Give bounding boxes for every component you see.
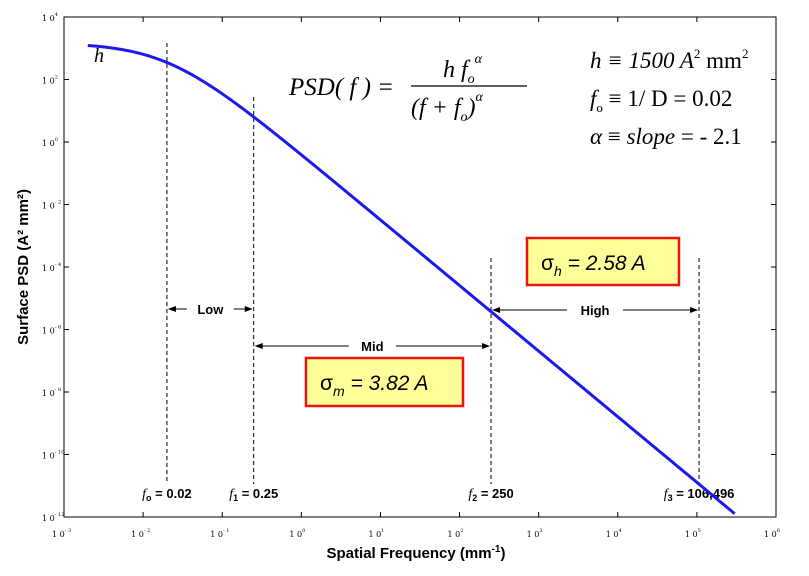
band-arrow-right-2 (690, 307, 699, 313)
band-arrow-left-0 (167, 306, 176, 312)
sigma-m-box: σm = 3.82 A (304, 356, 465, 408)
x-tick-label-2: 1 0- 1 (210, 528, 229, 539)
sigma-h-box: σh = 2.58 A (525, 236, 681, 287)
frequency-markers: fo = 0.02 f1 = 0.25 f2 = 250 f3 = 106,496 (142, 43, 734, 503)
equation-denominator: (f + fo)α (411, 90, 484, 125)
x-tick-label-3: 1 00 (289, 528, 305, 539)
param-fo: fo ≡ 1/ D = 0.02 (590, 86, 732, 115)
psd-equation: PSD( f ) = h foα (f + fo)α (288, 52, 527, 125)
x-tick-label-9: 1 06 (764, 528, 780, 539)
x-tick-label-4: 1 01 (368, 528, 384, 539)
equation-den-sup: α (476, 90, 484, 105)
y-tick-label-4: 1 0- 4 (42, 262, 61, 273)
x-axis-label: Spatial Frequency (mm-1) (327, 544, 506, 562)
sigma-m-box-frame (304, 356, 465, 408)
band-arrow-left-2 (492, 307, 501, 313)
x-tick-label-8: 1 05 (685, 528, 701, 539)
x-tick-label-6: 1 03 (527, 528, 543, 539)
sigma-m-text: σm = 3.82 A (320, 372, 429, 399)
axis-ticks (63, 16, 777, 518)
band-label-2: High (581, 303, 610, 318)
y-tick-labels: 1 0- 12 1 0- 10 1 0- 8 1 0- 6 1 0- 4 1 0- 2 1 … (42, 12, 64, 523)
sigma-h-text: σh = 2.58 A (541, 252, 646, 279)
equation-numerator: h foα (443, 52, 483, 87)
equation-lhs: PSD( f ) = (288, 74, 394, 101)
vline-label-3: f3 = 106,496 (664, 486, 735, 503)
x-tick-labels: 1 0- 3 1 0- 2 1 0- 1 1 00 1 01 1 02 1 03 1 04 1 … (52, 528, 780, 539)
band-label-1: Mid (361, 339, 383, 354)
sigma-h-box-frame (525, 236, 681, 287)
x-tick-label-0: 1 0- 3 (52, 528, 71, 539)
y-tick-label-6: 1 00 (42, 137, 58, 148)
equation-num-sup: α (475, 52, 483, 67)
equation-num-sub: o (468, 72, 475, 87)
y-tick-label-1: 1 0- 10 (42, 450, 64, 461)
y-tick-label-3: 1 0- 6 (42, 325, 61, 336)
equation-den-sub: o (461, 110, 468, 125)
band-arrow-right-1 (482, 343, 491, 349)
y-tick-label-0: 1 0- 12 (42, 512, 64, 523)
y-axis-label: Surface PSD (A² mm²) (15, 189, 32, 345)
vline-label-2: f2 = 250 (468, 486, 513, 503)
band-arrow-right-0 (244, 306, 253, 312)
vline-label-0: fo = 0.02 (142, 486, 192, 503)
vline-label-1: f1 = 0.25 (229, 486, 278, 503)
band-label-0: Low (197, 302, 224, 317)
band-arrow-left-1 (254, 343, 263, 349)
x-tick-label-7: 1 04 (606, 528, 622, 539)
psd-curve (87, 43, 736, 515)
param-h: h ≡ 1500 A2 mm2 (590, 46, 748, 73)
param-alpha: α ≡ slope = - 2.1 (590, 124, 742, 149)
band-annotations: Low Mid High (167, 302, 699, 354)
y-tick-label-5: 1 0- 2 (42, 200, 61, 211)
y-tick-label-8: 1 04 (42, 12, 58, 23)
y-tick-label-2: 1 0- 8 (42, 387, 61, 398)
parameter-list: h ≡ 1500 A2 mm2 fo ≡ 1/ D = 0.02 α ≡ slo… (590, 46, 748, 149)
x-tick-label-1: 1 0- 2 (131, 528, 150, 539)
y-tick-label-7: 1 02 (42, 75, 58, 86)
curve-label-h: h (94, 45, 104, 67)
x-tick-label-5: 1 02 (448, 528, 464, 539)
